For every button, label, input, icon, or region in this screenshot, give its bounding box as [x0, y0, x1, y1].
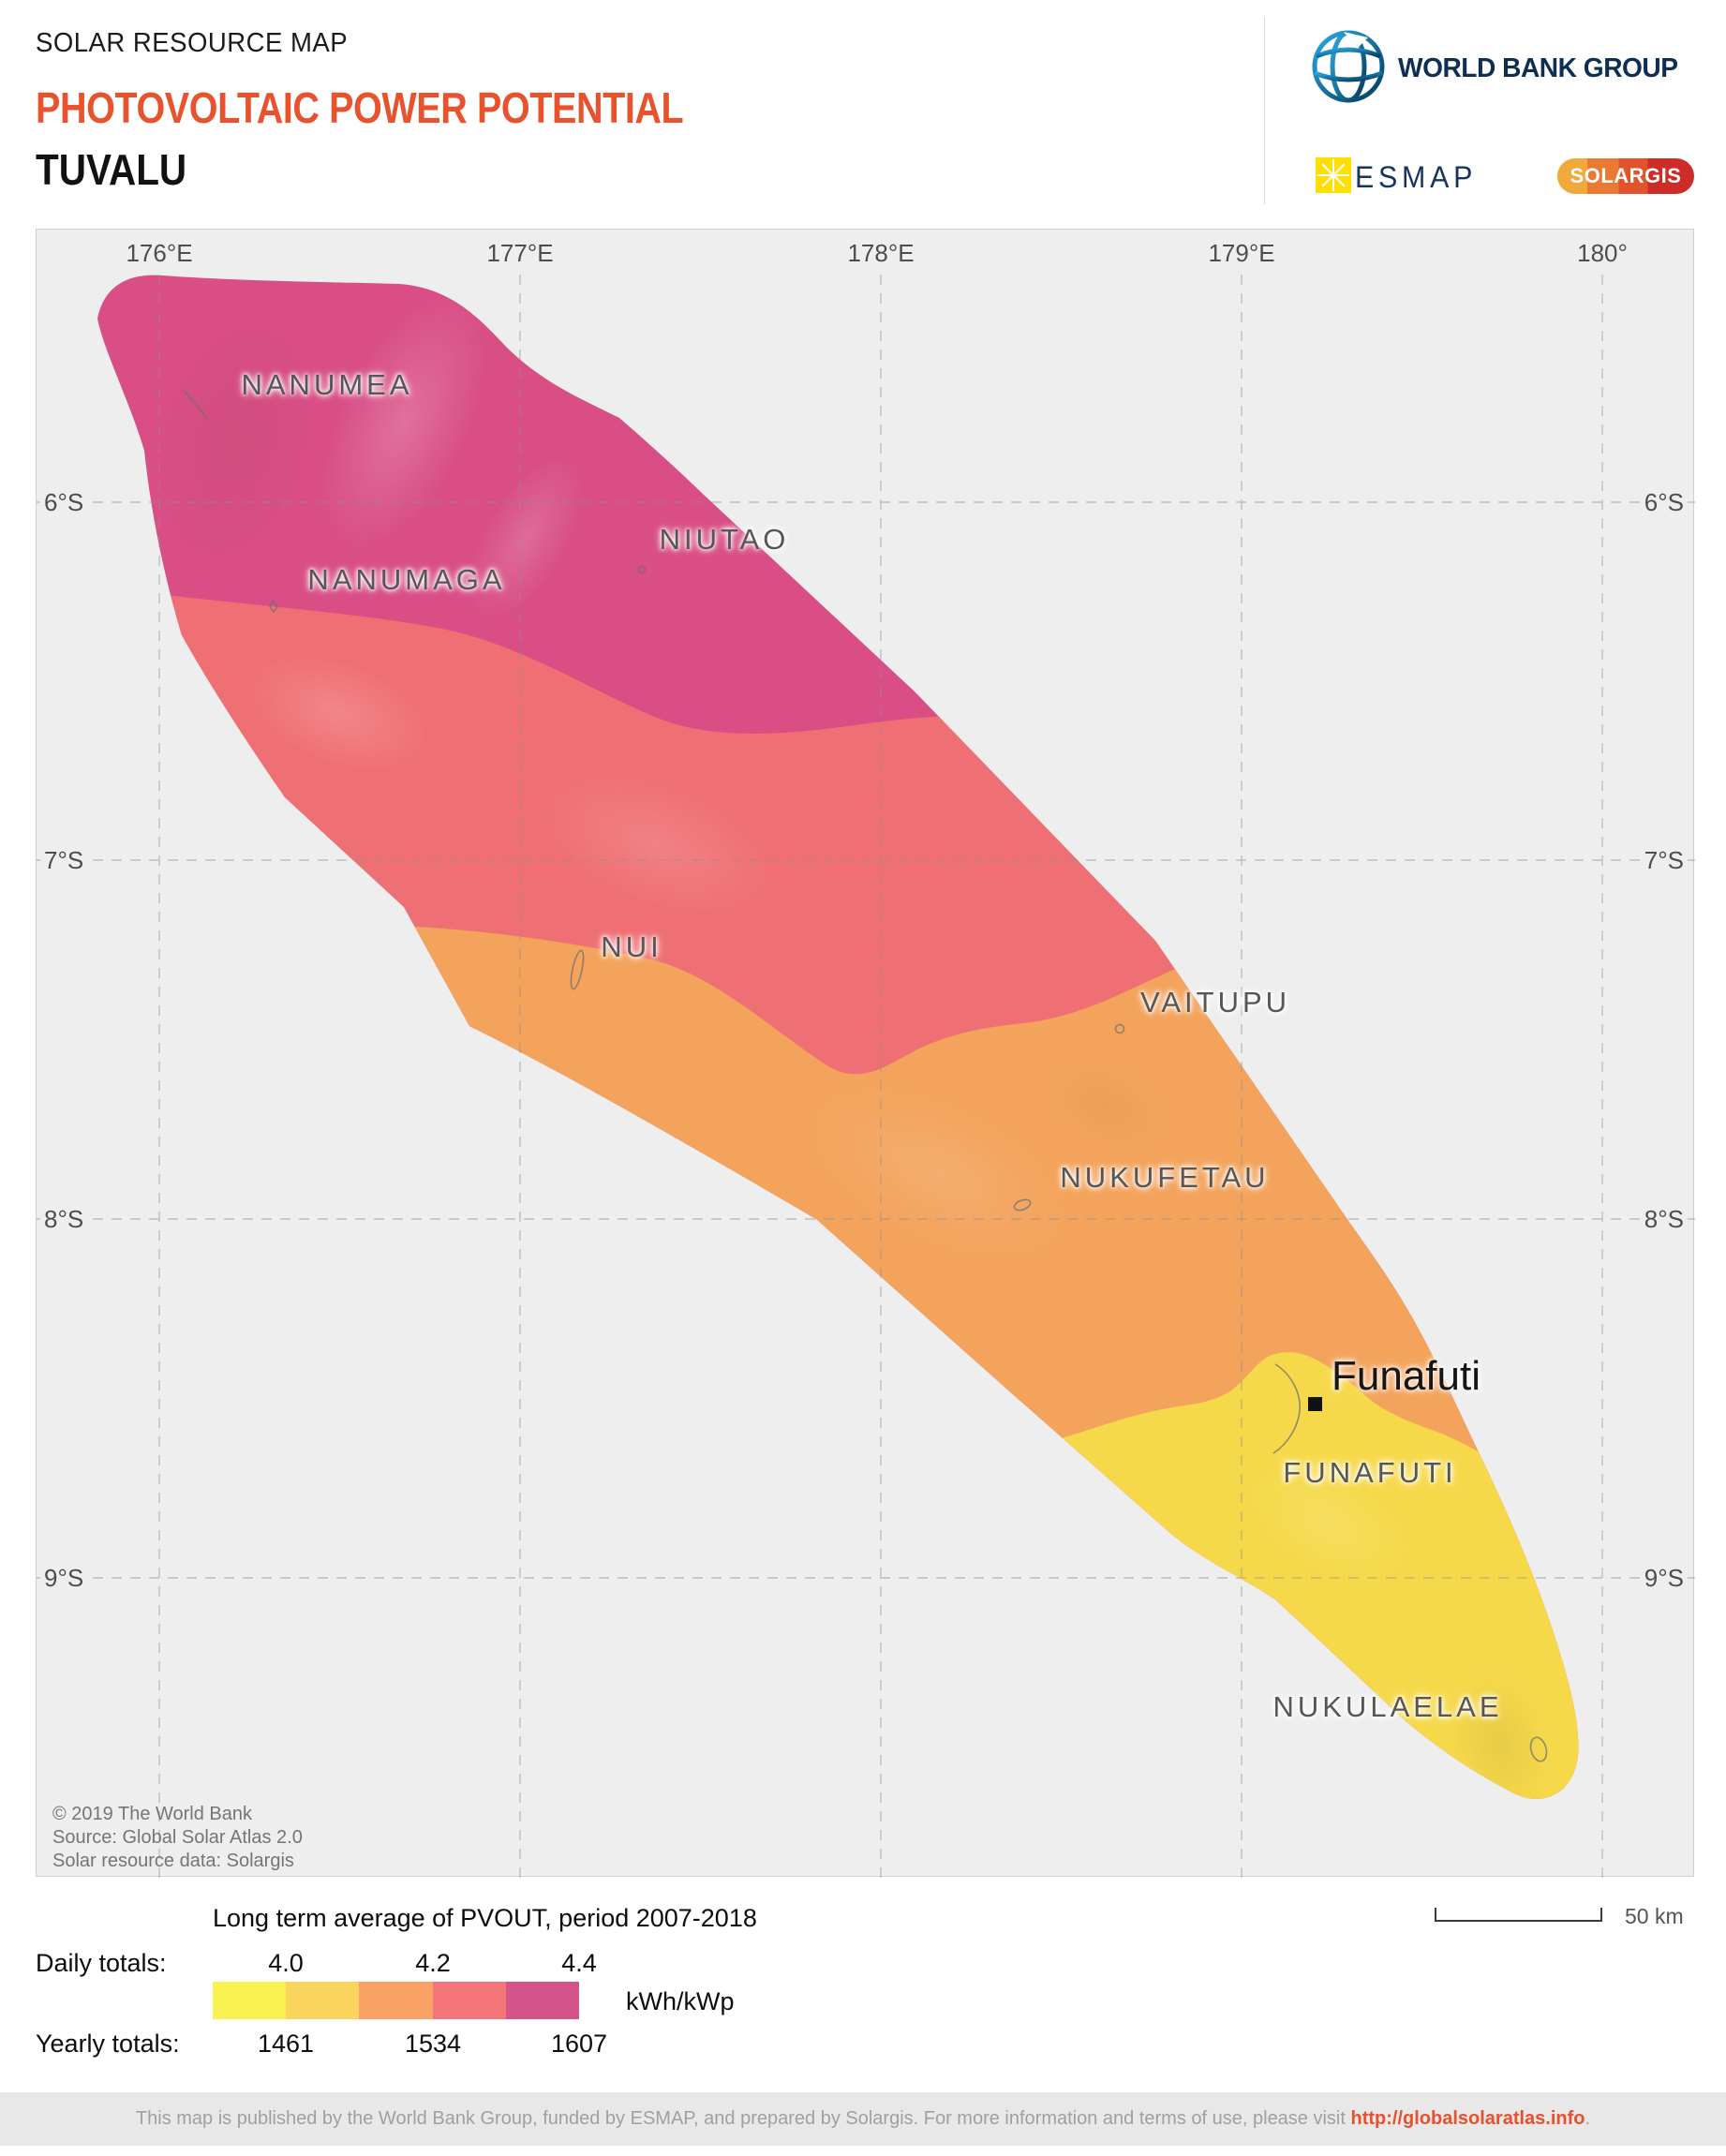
legend-daily-label: Daily totals: [36, 1949, 167, 1977]
island-label-vaitupu: VAITUPU [1139, 986, 1291, 1019]
credit-line: Solar resource data: Solargis [52, 1851, 294, 1871]
lat-label-7s-right: 7°S [1640, 846, 1688, 875]
island-label-nukulaelae: NUKULAELAE [1272, 1690, 1503, 1723]
country-title: TUVALU [36, 145, 187, 194]
map-kicker: SOLAR RESOURCE MAP [36, 28, 349, 58]
scale-bar-label: 50 km [1625, 1904, 1684, 1928]
island-label-nui: NUI [601, 930, 662, 963]
legend-yearly-value: 1607 [550, 2030, 608, 2058]
funafuti-city-label: Funafuti [1332, 1353, 1480, 1399]
lat-label-6s-left: 6°S [40, 488, 88, 517]
world-bank-logo: WORLD BANK GROUP [1310, 28, 1687, 110]
graticule [37, 275, 1695, 1878]
solargis-logo: SOLARGIS [1557, 158, 1694, 194]
legend-daily-value: 4.2 [415, 1949, 451, 1977]
legend-daily-value: 4.4 [561, 1949, 597, 1977]
scale-bar [1435, 1908, 1602, 1922]
pvout-bands [97, 275, 1579, 1799]
world-bank-globe-icon [1310, 28, 1387, 110]
solargis-wordmark: SOLARGIS [1570, 164, 1682, 187]
footer-link[interactable]: http://globalsolaratlas.info [1350, 2108, 1585, 2129]
legend-title: Long term average of PVOUT, period 2007-… [213, 1904, 757, 1932]
lat-label-8s-left: 8°S [40, 1205, 88, 1234]
lat-label-9s-right: 9°S [1640, 1564, 1688, 1593]
island-outlines [184, 390, 1548, 1762]
legend-swatch [213, 1982, 287, 2019]
island-label-niutao: NIUTAO [659, 523, 790, 556]
relief-texture [156, 291, 1555, 1799]
legend-yearly-label: Yearly totals: [36, 2030, 180, 2058]
island-label-nukufetau: NUKUFETAU [1060, 1161, 1270, 1194]
map-credits: © 2019 The World Bank Source: Global Sol… [52, 1803, 303, 1873]
lon-label-180: 180° [1572, 239, 1632, 268]
legend-swatch [359, 1982, 433, 2019]
island-label-nanumaga: NANUMAGA [307, 563, 506, 596]
band-yellow [880, 1352, 1579, 1799]
lat-label-8s-right: 8°S [1640, 1205, 1688, 1234]
map-canvas: 176°E 177°E 178°E 179°E 180° 6°S 7°S 8°S… [36, 229, 1695, 1878]
lon-label-179e: 179°E [1203, 239, 1280, 268]
island-label-funafuti: FUNAFUTI [1283, 1456, 1457, 1489]
credit-line: © 2019 The World Bank [52, 1804, 253, 1824]
footer-text-suffix: . [1585, 2108, 1591, 2129]
footer-text: This map is published by the World Bank … [136, 2108, 1590, 2130]
lon-label-176e: 176°E [121, 239, 198, 268]
credit-line: Source: Global Solar Atlas 2.0 [52, 1827, 303, 1848]
footer-text-body: This map is published by the World Bank … [135, 2108, 1351, 2129]
world-bank-wordmark: WORLD BANK GROUP [1398, 53, 1678, 83]
legend-swatch [432, 1982, 506, 2019]
funafuti-city-marker [1308, 1397, 1322, 1411]
lon-label-177e: 177°E [482, 239, 558, 268]
island-label-nanumea: NANUMEA [241, 368, 413, 401]
legend-yearly-value: 1534 [404, 2030, 462, 2058]
lat-label-9s-left: 9°S [40, 1564, 88, 1593]
esmap-sun-icon [1316, 157, 1351, 198]
legend-color-scale [213, 1982, 580, 2019]
legend-daily-value: 4.0 [268, 1949, 304, 1977]
lat-label-6s-right: 6°S [1640, 488, 1688, 517]
lat-label-7s-left: 7°S [40, 846, 88, 875]
legend-swatch [505, 1982, 580, 2019]
lon-label-178e: 178°E [842, 239, 919, 268]
esmap-wordmark: ESMAP [1355, 160, 1478, 194]
esmap-logo: ESMAP [1316, 157, 1483, 198]
solar-resource-layer [37, 275, 1695, 1878]
legend-unit: kWh/kWp [626, 1987, 735, 2015]
legend-swatch [286, 1982, 360, 2019]
map-title: PHOTOVOLTAIC POWER POTENTIAL [36, 83, 684, 132]
footer-bar: This map is published by the World Bank … [0, 2092, 1726, 2146]
legend-yearly-value: 1461 [257, 2030, 315, 2058]
logo-divider [1264, 17, 1265, 204]
